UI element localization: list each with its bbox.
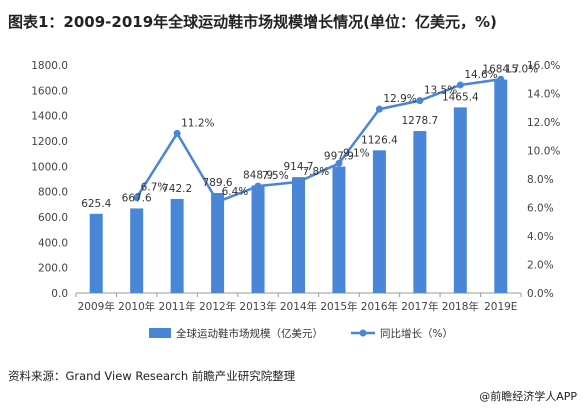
- legend-line-label: 同比增长（%）: [380, 327, 453, 340]
- y-left-tick-label: 400.0: [38, 237, 68, 249]
- growth-value-label: 9.1%: [343, 147, 370, 159]
- bar-value-label: 1684.7: [482, 64, 519, 76]
- bar: [170, 198, 184, 293]
- growth-point: [416, 97, 424, 105]
- y-left-tick-label: 1600.0: [31, 85, 68, 97]
- growth-point: [295, 178, 302, 186]
- growth-value-label: 6.4%: [222, 186, 249, 198]
- x-tick-label: 2014年: [280, 300, 317, 313]
- y-right-tick-label: 8.0%: [527, 174, 554, 186]
- y-right-tick-label: 16.0%: [527, 60, 560, 72]
- y-left-tick-label: 1400.0: [31, 111, 68, 123]
- y-right-tick-label: 0.0%: [527, 288, 554, 300]
- bars: [89, 79, 508, 294]
- y-right-tick-label: 2.0%: [527, 260, 554, 272]
- bar: [413, 131, 427, 293]
- bar-value-label: 625.4: [81, 198, 111, 210]
- growth-point: [133, 194, 141, 202]
- bar: [292, 177, 305, 293]
- growth-point: [456, 81, 464, 89]
- bar: [332, 166, 346, 293]
- bar-value-label: 667.6: [122, 192, 152, 204]
- growth-value-label: 11.2%: [181, 117, 214, 129]
- x-tick-label: 2015年: [320, 300, 357, 313]
- legend: 全球运动鞋市场规模（亿美元） 同比增长（%）: [149, 327, 453, 340]
- growth-point: [335, 159, 343, 167]
- y-right-tick-label: 14.0%: [527, 89, 560, 101]
- y-left-tick-label: 800.0: [38, 187, 68, 199]
- chart-title: 图表1：2009-2019年全球运动鞋市场规模增长情况(单位：亿美元，%): [8, 13, 497, 31]
- growth-value-label: 13.5%: [424, 85, 457, 97]
- y-left-tick-label: 1800.0: [31, 60, 68, 72]
- data-labels: 625.4 667.6 742.2 789.6 848.9 914.7 997.9 1126.…: [81, 63, 538, 210]
- x-tick-label: 2018年: [442, 300, 479, 313]
- brand-credit: @前瞻经济学人APP: [479, 390, 577, 403]
- bar-value-label: 742.2: [162, 183, 192, 195]
- x-tick-label: 2011年: [159, 300, 196, 313]
- x-tick-label: 2009年: [78, 300, 115, 313]
- growth-value-label: 12.9%: [383, 93, 416, 105]
- bar: [211, 192, 225, 293]
- y-right-tick-label: 4.0%: [527, 231, 554, 243]
- growth-line-path: [135, 78, 501, 204]
- growth-point: [254, 182, 262, 190]
- bar: [251, 185, 265, 293]
- y-left-tick-label: 0.0: [51, 288, 68, 300]
- bar-value-label: 997.9: [324, 151, 354, 163]
- axes: 0.0 200.0 400.0 600.0 800.0 1000.0 1200.0 1400.…: [31, 60, 560, 313]
- bar-value-label: 914.7: [283, 161, 313, 173]
- growth-value-label: 7.8%: [303, 166, 330, 178]
- legend-bar-label: 全球运动鞋市场规模（亿美元）: [176, 327, 323, 340]
- source-note: 资料来源：Grand View Research 前瞻产业研究院整理: [8, 369, 296, 383]
- legend-bar-swatch: [149, 328, 171, 338]
- growth-point: [497, 75, 505, 83]
- growth-value-label: 15.0%: [505, 63, 538, 75]
- legend-line-marker: [359, 329, 367, 337]
- bar-value-label: 1465.4: [442, 91, 479, 103]
- growth-line: [133, 75, 505, 206]
- growth-point: [214, 198, 222, 206]
- bar-value-label: 848.9: [243, 169, 273, 181]
- growth-value-label: 14.6%: [464, 69, 497, 81]
- y-left-tick-label: 200.0: [38, 263, 68, 275]
- y-left-tick-label: 1200.0: [31, 136, 68, 148]
- bar: [453, 107, 467, 294]
- bar: [372, 150, 386, 293]
- y-right-tick-label: 12.0%: [527, 117, 560, 129]
- bar: [89, 213, 103, 293]
- bar-value-label: 789.6: [203, 177, 233, 189]
- growth-point: [173, 129, 181, 137]
- x-tick-label: 2016年: [361, 300, 398, 313]
- x-tick-label: 2019E: [484, 301, 517, 313]
- bar-value-label: 1278.7: [401, 115, 438, 127]
- y-right-tick-label: 10.0%: [527, 146, 560, 158]
- bar-value-label: 1126.4: [361, 134, 398, 146]
- x-tick-label: 2017年: [401, 300, 438, 313]
- x-tick-label: 2010年: [118, 300, 155, 313]
- y-left-tick-label: 1000.0: [31, 161, 68, 173]
- bar: [494, 79, 508, 293]
- growth-value-label: 6.7%: [141, 182, 168, 194]
- y-right-tick-label: 6.0%: [527, 203, 554, 215]
- x-tick-label: 2013年: [239, 300, 276, 313]
- bar: [130, 208, 144, 293]
- combo-chart: 0.0 200.0 400.0 600.0 800.0 1000.0 1200.0 1400.…: [31, 60, 560, 340]
- growth-point: [375, 105, 383, 113]
- y-left-tick-label: 600.0: [38, 212, 68, 224]
- x-tick-label: 2012年: [199, 300, 236, 313]
- growth-value-label: 7.5%: [262, 170, 289, 182]
